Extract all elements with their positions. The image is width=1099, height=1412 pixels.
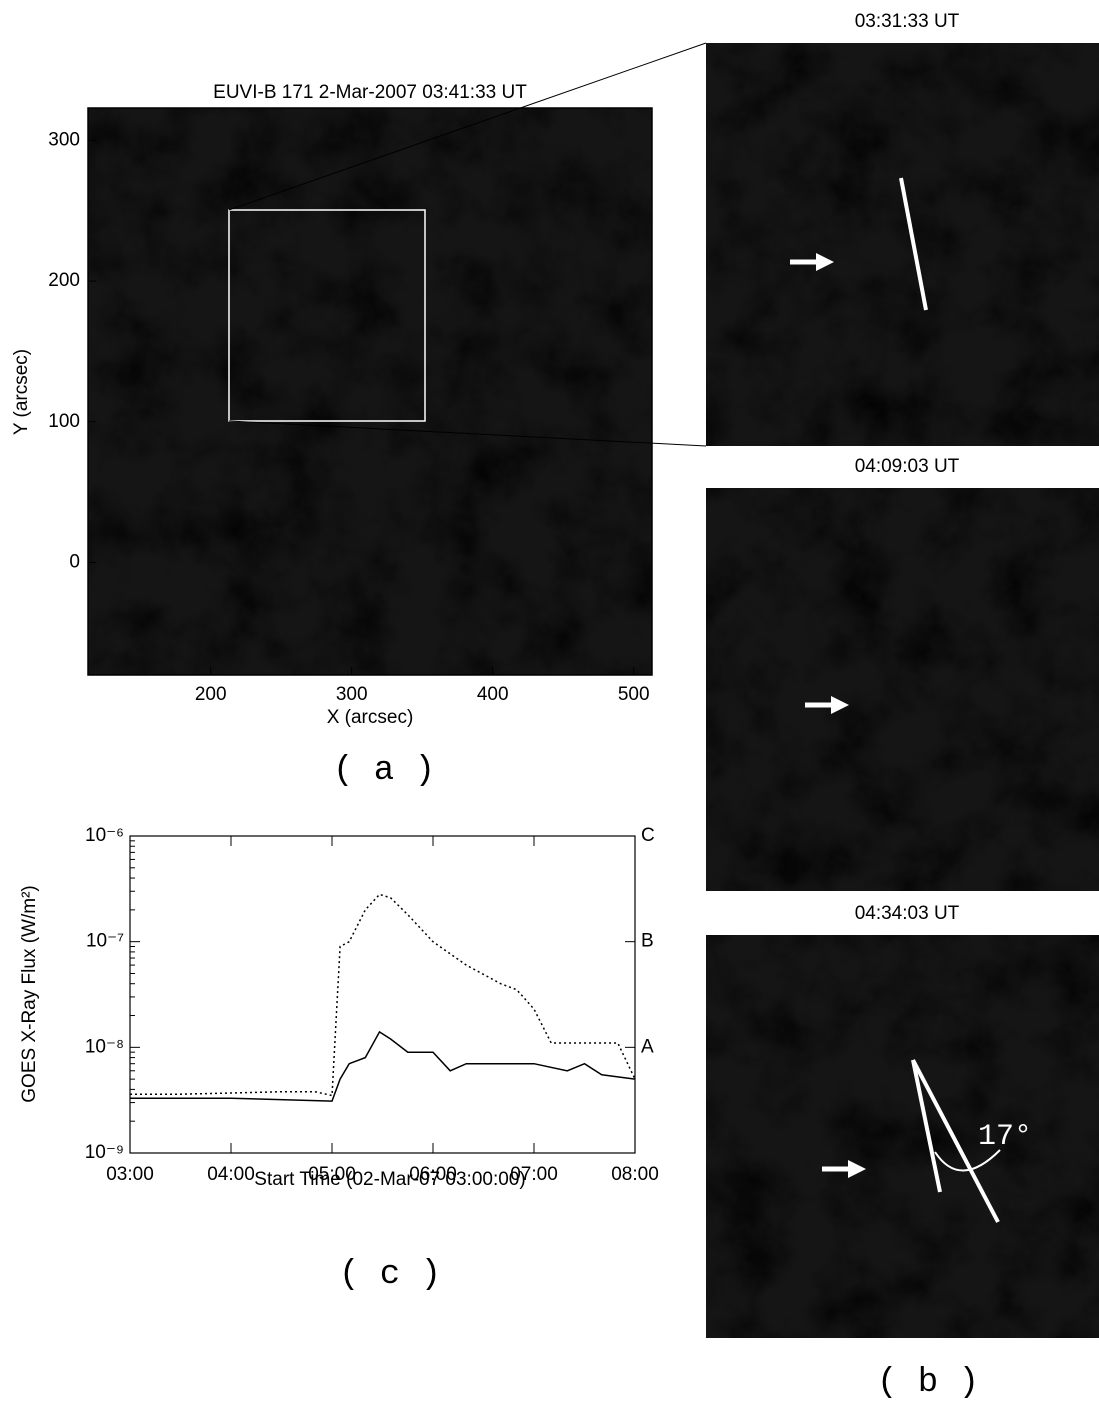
y-tick-label: 10⁻⁷ [86, 931, 124, 952]
y2-tick-label: A [641, 1036, 654, 1057]
frame-title: 03:31:33 UT [855, 11, 960, 32]
y2-tick-label: C [641, 825, 655, 846]
x-tick-label: 200 [195, 684, 227, 705]
x-tick-label: 07:00 [510, 1164, 558, 1185]
zoom-box [228, 209, 426, 422]
y-tick-label: 100 [48, 411, 80, 432]
y-tick-label: 10⁻⁸ [85, 1036, 124, 1057]
slit [911, 1059, 942, 1193]
panel-a-ylabel: Y (arcsec) [11, 349, 32, 435]
slit [899, 177, 928, 311]
x-tick-label: 400 [477, 684, 509, 705]
series-line [130, 893, 636, 1097]
image-texture [88, 108, 652, 675]
x-tick-label: 500 [618, 684, 650, 705]
angle-arc [934, 1149, 1001, 1172]
image-texture [706, 935, 1099, 1338]
zoom-line [228, 420, 707, 447]
panel-b-caption: ( b ) [877, 1364, 979, 1402]
panel-a-caption: ( a ) [333, 752, 435, 790]
y-tick-label: 0 [69, 551, 80, 572]
y-tick-label: 200 [48, 270, 80, 291]
x-tick-label: 04:00 [207, 1164, 255, 1185]
x-tick-label: 05:00 [308, 1164, 356, 1185]
angle-label: 17° [978, 1120, 1032, 1154]
image-texture [706, 488, 1099, 891]
y-tick-label: 10⁻⁶ [85, 825, 124, 846]
x-tick-label: 06:00 [409, 1164, 457, 1185]
frame-title: 04:09:03 UT [855, 456, 960, 477]
x-tick-label: 03:00 [106, 1164, 154, 1185]
panel-a-title: EUVI-B 171 2-Mar-2007 03:41:33 UT [213, 82, 527, 103]
x-tick-label: 08:00 [611, 1164, 659, 1185]
arrow-head [848, 1160, 866, 1178]
frame-title: 04:34:03 UT [855, 903, 960, 924]
chart-ylabel: GOES X-Ray Flux (W/m²) [19, 885, 40, 1102]
plot-frame [129, 835, 636, 1154]
series-line [130, 1030, 636, 1102]
zoom-line [228, 42, 707, 211]
arrow-head [831, 696, 849, 714]
chart-xlabel: Start Time (02-Mar-07 03:00:00) [254, 1169, 525, 1190]
x-tick-label: 300 [336, 684, 368, 705]
chart-caption: ( c ) [339, 1256, 441, 1294]
image-texture [706, 43, 1099, 446]
panel-a-xlabel: X (arcsec) [327, 707, 414, 728]
arrow-head [816, 253, 834, 271]
y-tick-label: 300 [48, 129, 80, 150]
slit [911, 1059, 1000, 1223]
y-tick-label: 10⁻⁹ [85, 1142, 124, 1163]
y2-tick-label: B [641, 931, 654, 952]
axis-frame [87, 107, 653, 676]
